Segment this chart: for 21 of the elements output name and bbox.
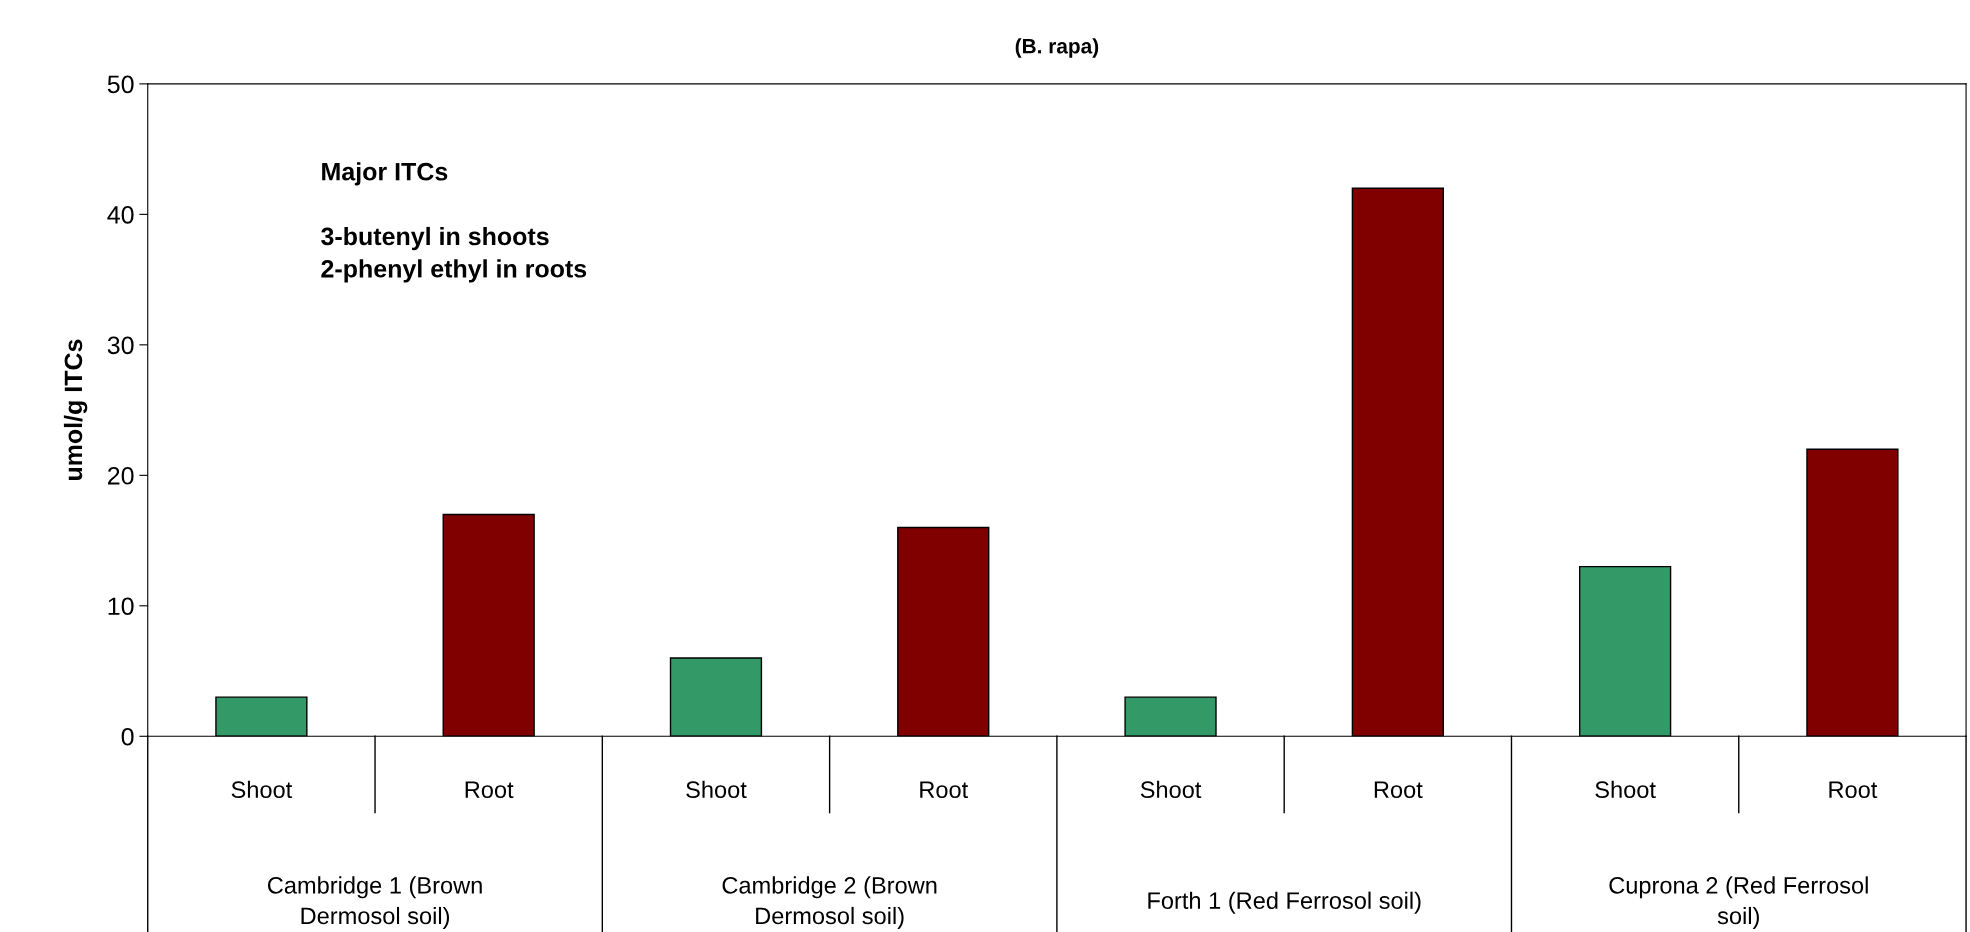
y-tick-label: 10 <box>108 597 134 616</box>
y-tick-label: 40 <box>107 205 134 224</box>
y-tick-label: 20 <box>108 466 134 485</box>
x-tick-label: Shoot <box>1140 780 1202 799</box>
x-tick-label: Root <box>920 781 969 799</box>
y-axis-title: umol/g ITCs <box>63 339 88 481</box>
x-tick-label: Root <box>465 781 514 799</box>
y-tick-label: 0 <box>121 727 134 746</box>
y-tick-label: 50 <box>107 75 134 94</box>
x-tick-label: Shoot <box>1595 780 1656 799</box>
x-tick-label: Shoot <box>686 780 747 799</box>
y-tick-label: 30 <box>107 336 134 355</box>
x-tick-label: Shoot <box>231 780 293 799</box>
x-tick-label: Root <box>1829 781 1878 799</box>
text: Forth 1 (Red Ferrosol soil) <box>1148 891 1421 914</box>
text: Major ITCs 3-butenyl in shoots 2-phenyl ethyl in roots <box>321 162 587 283</box>
x-tick-label: Root <box>1374 781 1423 799</box>
text: Cambridge 1 (Brown Dermosol soil) <box>267 876 482 929</box>
text: Cuprona 2 (Red Ferrosol soil) <box>1609 876 1868 929</box>
chart-title: (B. rapa) <box>1015 38 1099 58</box>
text: Cambridge 2 (Brown Dermosol soil) <box>722 876 937 929</box>
